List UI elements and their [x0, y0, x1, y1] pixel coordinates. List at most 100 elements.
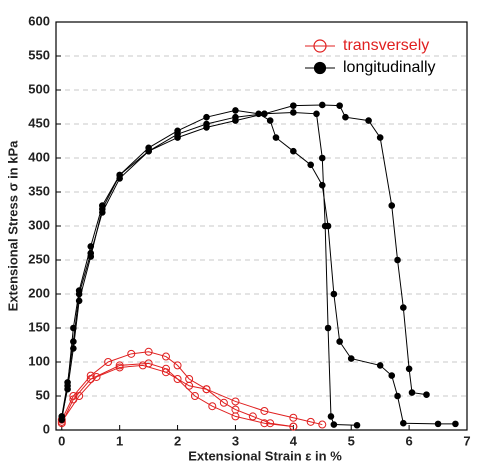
data-point: [318, 154, 326, 162]
data-point: [173, 375, 182, 383]
data-point: [289, 422, 298, 431]
data-point: [138, 361, 147, 370]
data-point: [376, 134, 384, 141]
data-point: [290, 147, 297, 155]
data-point: [174, 134, 181, 141]
data-point: [318, 420, 327, 429]
data-point: [394, 256, 401, 264]
data-point: [307, 161, 315, 169]
data-point: [115, 361, 124, 370]
data-point: [324, 324, 332, 332]
data-point: [203, 113, 210, 121]
data-point: [185, 381, 194, 390]
data-point: [231, 412, 240, 421]
data-point: [87, 253, 95, 260]
data-point: [232, 117, 239, 124]
data-point: [342, 113, 349, 121]
series-line: [61, 364, 323, 426]
data-point: [405, 365, 413, 373]
data-point: [75, 392, 84, 400]
data-point: [330, 421, 338, 428]
data-point: [336, 102, 343, 109]
series-line: [61, 351, 294, 428]
data-point: [161, 368, 170, 377]
legend-marker: [313, 39, 327, 53]
data-point: [290, 109, 297, 116]
x-tick-label: 2: [174, 433, 181, 448]
data-point: [353, 421, 361, 429]
data-point: [127, 349, 136, 358]
y-tick-label: 350: [28, 183, 50, 198]
x-tick-label: 4: [290, 433, 298, 448]
legend-label: longitudinally: [343, 59, 436, 76]
data-point: [70, 345, 77, 352]
data-point: [434, 420, 442, 428]
series-line: [61, 109, 456, 425]
series-line: [61, 104, 427, 417]
y-tick-label: 100: [28, 353, 50, 368]
data-point: [260, 406, 269, 415]
y-tick-label: 550: [28, 47, 50, 62]
data-point: [330, 290, 338, 298]
data-point: [116, 171, 123, 179]
data-point: [58, 413, 66, 420]
data-point: [231, 397, 240, 406]
x-tick-label: 3: [232, 433, 239, 448]
data-point: [318, 181, 326, 189]
y-tick-label: 400: [28, 149, 50, 164]
data-point: [75, 297, 83, 305]
data-point: [266, 117, 274, 124]
y-axis-label: Extensional Stress σ in kPa: [5, 140, 20, 312]
y-tick-label: 0: [43, 421, 50, 436]
x-tick-label: 1: [116, 433, 123, 448]
y-tick-label: 500: [28, 81, 50, 96]
data-point: [174, 127, 181, 135]
data-point: [408, 389, 416, 396]
data-point: [202, 385, 211, 394]
data-point: [289, 413, 298, 422]
data-point: [248, 412, 257, 421]
data-point: [161, 352, 170, 361]
data-point: [376, 362, 384, 369]
data-point: [313, 110, 320, 118]
data-point: [99, 205, 106, 213]
legend-label: transversely: [343, 37, 429, 54]
y-tick-label: 50: [36, 387, 50, 402]
data-point: [452, 420, 459, 428]
data-point: [232, 107, 239, 114]
x-tick-label: 7: [463, 433, 470, 448]
data-point: [92, 372, 101, 381]
data-point: [190, 392, 199, 400]
data-point: [115, 363, 124, 372]
data-point: [219, 398, 228, 407]
plot-frame: [55, 21, 468, 431]
data-point: [290, 102, 297, 109]
x-axis-label: Extensional Strain ε in %: [188, 448, 342, 463]
data-point: [64, 385, 71, 393]
data-point: [423, 391, 430, 398]
y-tick-label: 300: [28, 217, 50, 232]
data-point: [347, 355, 355, 362]
x-tick-label: 6: [405, 433, 412, 448]
data-point: [208, 402, 217, 411]
data-point: [327, 413, 335, 420]
data-point: [336, 338, 343, 345]
data-point: [365, 117, 372, 124]
data-point: [104, 358, 113, 366]
data-point: [318, 101, 326, 109]
data-point: [173, 361, 182, 370]
data-point: [203, 124, 210, 131]
x-tick-label: 5: [348, 433, 355, 448]
data-point: [400, 419, 407, 427]
series-line: [61, 362, 294, 428]
data-point: [261, 110, 268, 118]
y-tick-label: 200: [28, 285, 50, 300]
data-point: [272, 134, 280, 141]
data-point: [400, 304, 407, 311]
data-point: [388, 202, 396, 209]
y-tick-label: 150: [28, 319, 50, 334]
y-tick-label: 600: [28, 13, 50, 28]
y-tick-label: 250: [28, 251, 50, 266]
data-point: [260, 419, 269, 428]
